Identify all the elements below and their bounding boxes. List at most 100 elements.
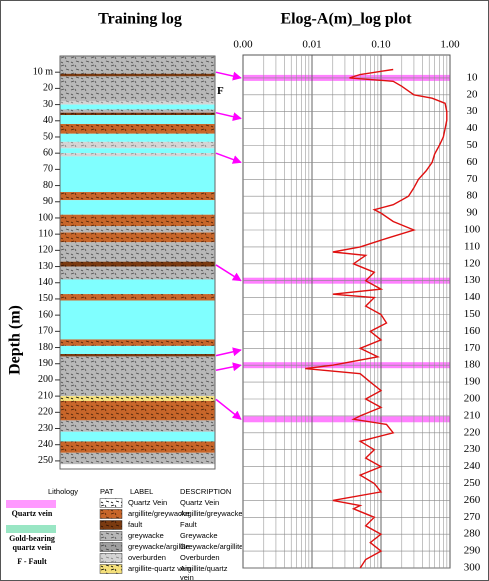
y-tick-label: 40 bbox=[43, 115, 53, 126]
layer bbox=[60, 279, 215, 295]
data-line bbox=[305, 68, 448, 569]
highlight-band bbox=[243, 416, 450, 423]
legend-header: DESCRIPTION bbox=[180, 487, 231, 496]
legend-swatch bbox=[99, 542, 123, 552]
x-tick-label: 0.00 bbox=[233, 39, 253, 51]
legend-description: Argillite/quartz vein bbox=[180, 564, 228, 581]
y-tick-label: 30 bbox=[467, 105, 479, 117]
layer bbox=[60, 148, 215, 154]
y-tick-label: 60 bbox=[467, 156, 479, 168]
y-tick-label: 110 bbox=[38, 228, 53, 239]
plot-title: Elog-A(m)_log plot bbox=[280, 11, 412, 28]
y-tick-label: 90 bbox=[467, 207, 479, 219]
key-label-text: Quartz vein bbox=[11, 509, 53, 518]
legend-label: greywacke bbox=[128, 531, 164, 540]
layer bbox=[60, 300, 215, 340]
log-frame bbox=[59, 55, 216, 470]
y-tick-label: 140 bbox=[38, 277, 53, 288]
layer bbox=[60, 192, 215, 201]
layer bbox=[60, 354, 215, 357]
legend-description-text: Argillite/quartz vein bbox=[180, 564, 228, 581]
legend-label: Quartz Vein bbox=[128, 498, 167, 507]
layer bbox=[60, 431, 215, 442]
legend-description-text: Fault bbox=[180, 520, 197, 529]
y-tick-label: 270 bbox=[464, 511, 481, 523]
y-tick-label: 150 bbox=[464, 308, 481, 320]
link-arrow bbox=[215, 71, 242, 81]
y-tick-label: 280 bbox=[464, 528, 481, 540]
y-tick-label: 250 bbox=[464, 477, 481, 489]
y-tick-label: 220 bbox=[38, 407, 53, 418]
link-arrow bbox=[215, 264, 242, 282]
y-tick-label: 300 bbox=[464, 562, 481, 574]
x-tick-label: 1.00 bbox=[440, 39, 460, 51]
y-tick-label: 200 bbox=[38, 374, 53, 385]
legend-label: fault bbox=[128, 520, 143, 529]
y-tick-label: 100 bbox=[464, 224, 481, 236]
y-tick-label: 180 bbox=[38, 342, 53, 353]
y-tick-label: 160 bbox=[38, 309, 53, 320]
y-tick-label: 240 bbox=[464, 460, 481, 472]
layer bbox=[60, 200, 215, 215]
legend-description-text: Argillite/greywacke bbox=[180, 509, 242, 518]
link-arrow bbox=[215, 398, 242, 420]
legend-description: Fault bbox=[180, 520, 197, 529]
legend-description-text: Greywacke/argillite bbox=[180, 542, 242, 551]
y-tick-label: 190 bbox=[464, 376, 481, 388]
legend-swatch bbox=[99, 553, 123, 563]
y-tick-label: 110 bbox=[464, 240, 481, 252]
y-tick-label: 160 bbox=[464, 325, 481, 337]
key-label-text: F - Fault bbox=[17, 557, 47, 566]
y-tick-label: 20 bbox=[43, 83, 53, 94]
key-label: F - Fault bbox=[17, 557, 47, 566]
y-axis-label: Depth (m) bbox=[7, 305, 24, 375]
legend-label: argillite-quartz vein bbox=[128, 564, 191, 573]
y-tick-label: 190 bbox=[38, 358, 53, 369]
layer bbox=[60, 156, 215, 193]
legend-label: greywacke/argillite bbox=[128, 542, 190, 551]
y-tick-label: 80 bbox=[467, 190, 479, 202]
key-label: Gold-bearing quartz vein bbox=[9, 534, 55, 552]
y-tick-label: 70 bbox=[467, 173, 479, 185]
y-tick-label: 120 bbox=[38, 245, 53, 256]
y-tick-label: 150 bbox=[38, 293, 53, 304]
legend-header: LABEL bbox=[130, 487, 153, 496]
link-arrow bbox=[215, 111, 242, 122]
layer bbox=[60, 345, 215, 355]
y-tick-label: 60 bbox=[43, 147, 53, 158]
y-tick-label: 10 bbox=[467, 71, 479, 83]
layer bbox=[60, 109, 215, 113]
layer bbox=[60, 396, 215, 401]
legend-description-text: Greywacke bbox=[180, 531, 218, 540]
legend-swatch bbox=[99, 520, 123, 530]
legend-description: Overburden bbox=[180, 553, 220, 562]
layer bbox=[60, 452, 215, 465]
layer bbox=[60, 214, 215, 227]
legend-description: Greywacke/argillite bbox=[180, 542, 242, 551]
y-tick-label: 210 bbox=[38, 390, 53, 401]
legend-label: overburden bbox=[128, 553, 166, 562]
y-tick-label: 230 bbox=[464, 443, 481, 455]
legend-description: Greywacke bbox=[180, 531, 218, 540]
y-tick-label: 10 m bbox=[33, 66, 54, 77]
plot-area bbox=[242, 54, 451, 569]
layer bbox=[60, 420, 215, 432]
legend-header: Lithology bbox=[48, 487, 78, 496]
layer bbox=[60, 400, 215, 421]
legend-swatch bbox=[99, 498, 123, 508]
y-tick-label: 220 bbox=[464, 426, 481, 438]
y-tick-label: 130 bbox=[464, 274, 481, 286]
y-tick-label: 170 bbox=[464, 342, 481, 354]
y-tick-label: 130 bbox=[38, 261, 53, 272]
y-tick-label: 30 bbox=[43, 99, 53, 110]
layer bbox=[60, 112, 215, 116]
link-arrow bbox=[215, 152, 242, 164]
layer bbox=[60, 226, 215, 233]
legend-description-text: Overburden bbox=[180, 553, 220, 562]
y-tick-label: 140 bbox=[464, 291, 481, 303]
link-arrow bbox=[215, 362, 242, 372]
layer bbox=[60, 441, 215, 453]
layer bbox=[60, 261, 215, 267]
y-tick-label: 80 bbox=[43, 180, 53, 191]
